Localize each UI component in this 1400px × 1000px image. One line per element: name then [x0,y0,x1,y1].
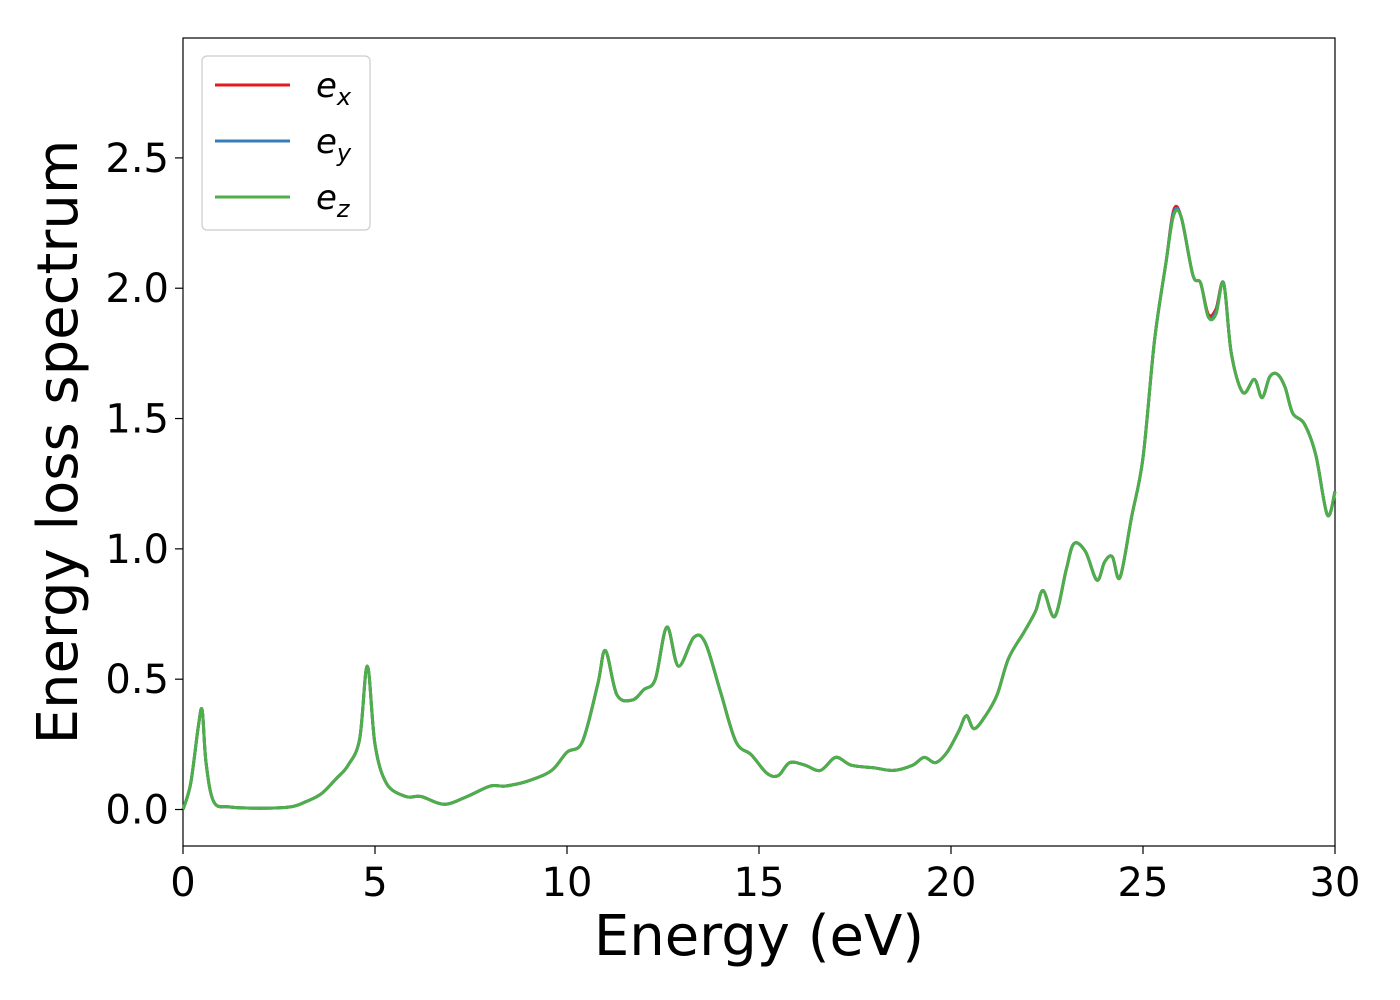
legend-label-subscript: y [336,139,352,167]
legend-label-base: e [316,66,337,106]
y-tick-label: 1.5 [105,397,169,443]
x-tick-label: 15 [734,860,785,906]
y-tick-label: 0.5 [105,657,169,703]
x-tick-label: 5 [362,860,387,906]
y-axis-ticks: 0.0 0.5 1.0 1.5 2.0 2.5 [105,136,183,834]
x-tick-label: 30 [1310,860,1361,906]
y-tick-label: 2.5 [105,136,169,182]
legend-label-subscript: z [336,195,351,223]
legend-label-base: e [316,178,337,218]
x-tick-label: 20 [926,860,977,906]
series-line-ez [181,208,1337,810]
y-tick-label: 1.0 [105,527,169,573]
x-axis-label: Energy (eV) [594,904,924,969]
x-axis-ticks: 0 5 10 15 20 25 30 [170,846,1360,906]
legend-label-ex: ex [316,66,352,111]
y-tick-label: 2.0 [105,266,169,312]
legend-label-base: e [316,122,337,162]
y-tick-label: 0.0 [105,788,169,834]
legend-label-subscript: x [336,83,352,111]
x-tick-label: 25 [1118,860,1169,906]
y-axis-label: Energy loss spectrum [26,140,91,745]
x-tick-label: 0 [170,860,195,906]
legend-box [201,55,371,231]
plot-frame [182,37,1336,847]
legend-label-ez: ez [316,178,351,223]
x-tick-label: 10 [542,860,593,906]
legend-label-ey: ey [316,122,352,167]
series-layer [181,204,1337,810]
